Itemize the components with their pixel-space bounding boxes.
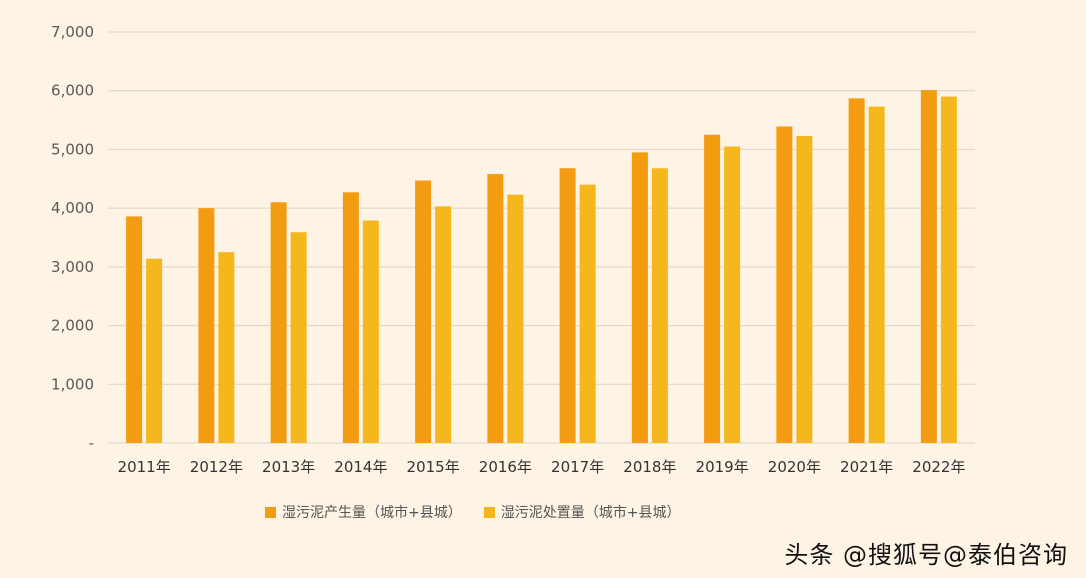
x-tick-label: 2014年 (334, 458, 387, 476)
x-tick-label: 2011年 (118, 458, 171, 476)
x-tick-label: 2012年 (190, 458, 243, 476)
legend-swatch-production (265, 506, 276, 518)
bar-production (126, 216, 143, 443)
legend-item-disposal: 湿污泥处置量（城市+县城） (483, 502, 681, 522)
bar-disposal (362, 220, 379, 443)
bar-production (342, 192, 359, 443)
y-tick-label: - (89, 434, 94, 452)
watermark: 头条 @搜狐号@泰伯咨询 (784, 535, 1068, 570)
bar-production (559, 168, 576, 443)
y-tick-label: 7,000 (51, 23, 94, 41)
bar-disposal (579, 184, 596, 443)
x-axis-ticks: 2011年 2012年 2013年 2014年 2015年 2016年 2017年 2018年… (118, 458, 966, 476)
bar-production (198, 208, 215, 443)
bar-production (848, 98, 865, 444)
x-tick-label: 2021年 (840, 458, 893, 476)
watermark-text: 头条 @搜狐号@泰伯咨询 (784, 541, 1068, 569)
bar-disposal (940, 96, 957, 443)
x-tick-label: 2015年 (407, 458, 460, 476)
x-tick-label: 2020年 (768, 458, 821, 476)
legend-label-disposal: 湿污泥处置量（城市+县城） (500, 505, 681, 521)
bar-disposal (507, 194, 524, 443)
legend-item-production: 湿污泥产生量（城市+县城） (265, 502, 462, 522)
bar-disposal (724, 146, 741, 443)
bar-production (415, 180, 432, 443)
legend-swatch-disposal (483, 506, 495, 518)
bar-production (270, 202, 287, 443)
bar-disposal (796, 135, 813, 443)
y-axis-ticks: - 1,000 2,000 3,000 4,000 5,000 6,000 7,000 (51, 23, 94, 452)
y-tick-label: 1,000 (51, 375, 94, 393)
y-tick-label: 4,000 (51, 199, 94, 217)
bar-disposal (868, 106, 885, 444)
bar-production (920, 90, 937, 444)
bar-production (487, 174, 504, 444)
y-tick-label: 5,000 (51, 140, 94, 158)
bar-disposal (651, 168, 668, 443)
bar-disposal (146, 258, 163, 443)
gridlines (108, 31, 975, 444)
bar-production (704, 134, 721, 443)
bar-disposal (218, 252, 235, 443)
bar-disposal (435, 206, 452, 443)
bar-production (776, 126, 793, 443)
legend-label-production: 湿污泥产生量（城市+县城） (282, 505, 462, 521)
y-tick-label: 3,000 (51, 258, 94, 276)
bar-disposal (290, 232, 307, 443)
x-tick-label: 2019年 (696, 458, 749, 476)
x-tick-label: 2016年 (479, 458, 532, 476)
legend: 湿污泥产生量（城市+县城） 湿污泥处置量（城市+县城） (265, 502, 680, 522)
x-tick-label: 2013年 (262, 458, 315, 476)
y-tick-label: 6,000 (51, 82, 94, 100)
x-tick-label: 2022年 (912, 458, 965, 476)
y-tick-label: 2,000 (51, 317, 94, 335)
bars (126, 90, 957, 444)
x-tick-label: 2018年 (623, 458, 676, 476)
bar-production (631, 152, 648, 443)
x-tick-label: 2017年 (551, 458, 604, 476)
